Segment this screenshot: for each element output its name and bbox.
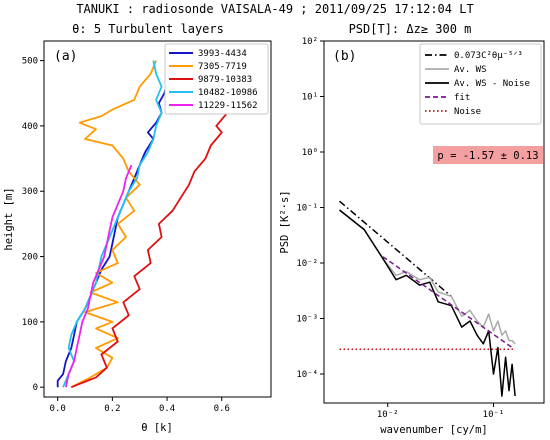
panel-b-xticks: 10⁻² 10⁻¹ xyxy=(377,403,504,420)
panel-b-legend-entries: 0.073C²θμ⁻⁵ᐟ³ Av. WS Av. WS - Noise fit Nois… xyxy=(425,51,530,117)
panel-b-title: PSD[T]: Δz≥ 300 m xyxy=(349,22,472,36)
panel-a-legend-label: 11229-11562 xyxy=(198,101,258,111)
panel-b-annotation-text: p = -1.57 ± 0.13 xyxy=(437,150,538,162)
panel-b-xlabel: wavenumber [cy/m] xyxy=(380,424,487,436)
panel-a: θ: 5 Turbulent layers (a) 0.0 0.2 0.4 0.6 0… xyxy=(3,22,272,434)
panel-b-label: (b) xyxy=(333,49,356,64)
panel-a-ylabel: height [m] xyxy=(3,187,15,250)
panel-a-xticks: 0.0 0.2 0.4 0.6 xyxy=(50,397,230,414)
panel-b-xtick-label: 10⁻¹ xyxy=(483,410,505,420)
panel-a-title: θ: 5 Turbulent layers xyxy=(72,22,224,36)
panel-b-ytick-label: 10⁻¹ xyxy=(296,203,318,213)
figure-title: TANUKI : radiosonde VAISALA-49 ; 2011/09… xyxy=(76,2,473,16)
panel-a-xtick-label: 0.4 xyxy=(159,404,175,414)
panel-a-ytick-label: 200 xyxy=(22,253,38,263)
panel-a-xtick-label: 0.2 xyxy=(104,404,120,414)
panel-b-series-3-line xyxy=(382,256,513,349)
panel-a-legend-label: 3993-4434 xyxy=(198,49,247,59)
panel-b-ytick-label: 10⁰ xyxy=(302,148,318,158)
panel-b-ytick-label: 10² xyxy=(302,37,318,47)
panel-a-ytick-label: 400 xyxy=(22,122,38,132)
panel-a-legend: 3993-4434 7305-7719 9879-10383 10482-10986 1… xyxy=(164,43,269,115)
panel-a-series-2-line xyxy=(70,66,256,389)
panel-b-legend-label: Noise xyxy=(454,107,481,117)
panel-b-series-1-line xyxy=(339,209,516,345)
panel-b: PSD[T]: Δz≥ 300 m (b) 10⁻² 10⁻¹ 10⁻⁴10⁻³1… xyxy=(279,22,545,436)
panel-b-legend: 0.073C²θμ⁻⁵ᐟ³ Av. WS Av. WS - Noise fit Nois… xyxy=(419,43,542,125)
panel-a-series-3-line xyxy=(62,60,163,388)
panel-a-ytick-label: 0 xyxy=(33,383,38,393)
panel-b-legend-box xyxy=(419,43,542,125)
panel-b-ytick-label: 10⁻² xyxy=(296,259,318,269)
panel-b-legend-label: Av. WS - Noise xyxy=(454,79,530,89)
panel-a-legend-label: 9879-10383 xyxy=(198,75,252,85)
panel-a-frame xyxy=(43,40,272,398)
panel-b-ylabel: PSD [K²·s] xyxy=(279,190,291,253)
panel-b-ytick-label: 10⁻³ xyxy=(296,314,318,324)
panel-b-xtick-label: 10⁻² xyxy=(377,410,399,420)
panel-a-ytick-label: 300 xyxy=(22,187,38,197)
panel-a-xlabel: θ [k] xyxy=(141,422,173,434)
panel-a-legend-label: 7305-7719 xyxy=(198,62,247,72)
panel-a-legend-label: 10482-10986 xyxy=(198,88,258,98)
panel-b-frame xyxy=(323,40,545,404)
panel-b-legend-label: 0.073C²θμ⁻⁵ᐟ³ xyxy=(454,51,523,61)
panel-a-ytick-label: 100 xyxy=(22,318,38,328)
panel-b-yticks: 10⁻⁴ 10⁻³ 10⁻² 10⁻¹ 10⁰ 10¹ 10² xyxy=(296,37,324,380)
panel-a-series-4-line xyxy=(65,164,133,388)
panel-b-annotation-box xyxy=(433,146,543,164)
panel-a-label: (a) xyxy=(54,49,77,64)
panel-a-series-1-line xyxy=(70,60,157,389)
panel-a-xtick-label: 0.6 xyxy=(214,404,230,414)
panel-a-plot xyxy=(56,53,256,389)
panel-b-ytick-label: 10⁻⁴ xyxy=(296,370,318,380)
panel-a-yticks: 0 100 200 300 400 500 xyxy=(22,57,44,393)
panel-b-plot xyxy=(339,200,516,397)
panel-b-ytick-label: 10¹ xyxy=(302,92,318,102)
panel-b-legend-label: fit xyxy=(454,93,470,103)
panel-b-legend-label: Av. WS xyxy=(454,65,487,75)
panel-b-annotation: p = -1.57 ± 0.13 xyxy=(433,146,543,164)
panel-a-ytick-label: 500 xyxy=(22,57,38,67)
panel-a-legend-box xyxy=(164,43,269,115)
panel-a-legend-entries: 3993-4434 7305-7719 9879-10383 10482-10986 1… xyxy=(169,49,258,111)
panel-b-series-2-line xyxy=(339,209,516,397)
panel-b-series-0-line xyxy=(339,200,452,297)
panel-a-xtick-label: 0.0 xyxy=(50,404,66,414)
